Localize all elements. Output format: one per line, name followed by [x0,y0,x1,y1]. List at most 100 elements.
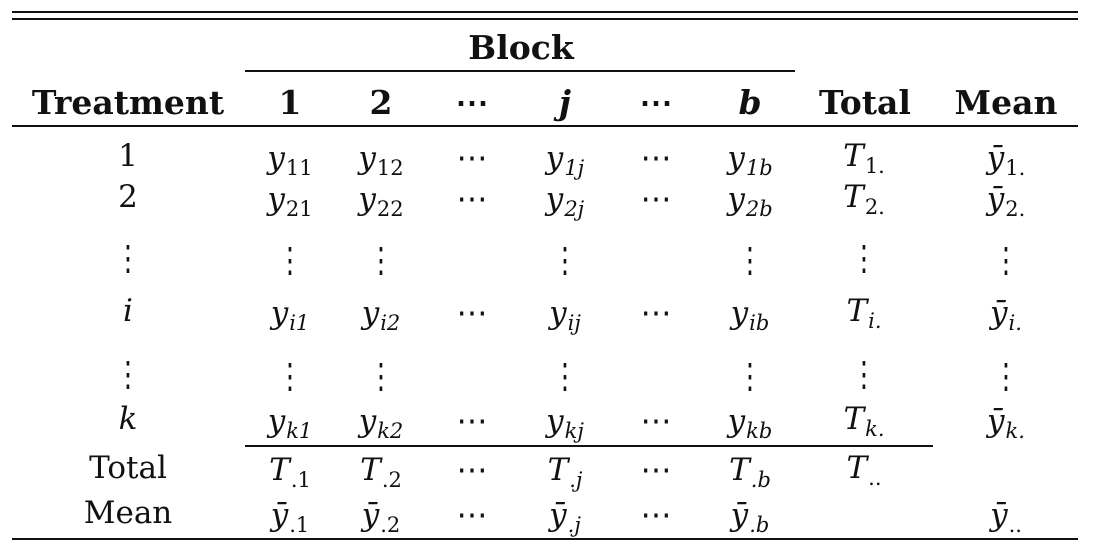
mean-cell: ȳk. [987,406,1025,442]
table-cell: ⋯ [457,406,488,437]
table-cell: y21 [267,184,312,220]
cell-subscript: kb [746,419,773,443]
cell-subscript: i1 [289,311,310,335]
treatment-label: Total [89,450,167,486]
table-cell: ⋮ [552,243,578,278]
cell-subscript: k. [865,417,885,441]
table-cell: ⋯ [641,455,672,486]
table-cell: T.2 [360,455,402,491]
mean-cell: ⋮ [993,359,1019,394]
cell-subscript: ib [749,311,770,335]
total-cell: T1. [843,141,885,177]
cell-symbol: ⋯ [456,403,488,439]
table-cell: T.b [729,455,771,491]
cell-subscript: .. [1008,513,1022,537]
treatment-label: k [118,401,138,437]
table-cell: y12 [358,143,403,179]
cell-subscript: 22 [376,197,404,221]
cell-symbol: ȳ [986,140,1005,176]
cell-symbol: ⋯ [640,403,672,439]
mean-header: Mean [954,83,1058,122]
table-cell: ȳ.j [549,500,581,536]
block-column-header: 2 [369,83,393,122]
table-cell: ȳ.1 [271,500,310,536]
vertical-dots: ⋮ [737,240,763,282]
cell-symbol: T [843,138,864,174]
cell-symbol: ȳ [270,497,289,533]
vertical-dots: ⋮ [368,240,394,282]
vertical-dots: ⋮ [115,238,141,280]
cell-symbol: T [846,293,868,329]
total-cell: ⋮ [851,238,877,280]
cell-subscript: ij [567,311,581,335]
vertical-dots: ⋮ [993,240,1019,282]
cell-subscript: .b [750,468,771,492]
table-cell: y2j [546,184,584,220]
table-cell: y1j [546,143,584,179]
cell-symbol: ȳ [990,295,1008,331]
table-cell: yk1 [268,406,313,442]
cell-symbol: y [358,140,376,176]
total-header: Total [819,83,911,122]
vertical-dots: ⋮ [277,240,303,282]
mean-cell: ȳ2. [987,184,1026,220]
treatment-label: 1 [118,138,138,174]
cell-subscript: 12 [376,156,404,180]
cell-subscript: 21 [285,197,313,221]
cell-symbol: ȳ [987,403,1005,439]
cell-symbol: T [547,452,569,488]
table-cell: ⋮ [552,359,578,394]
cell-subscript: 1. [1005,156,1026,180]
cell-subscript: 2j [564,197,585,221]
vertical-dots: ⋮ [851,238,877,280]
table-cell: y2b [727,184,772,220]
cell-subscript: .2 [381,468,402,492]
block-header: Block [468,28,574,67]
total-cell: ⋮ [851,357,877,392]
cell-subscript: .2 [380,513,401,537]
table-cell: ⋯ [641,406,672,437]
cell-subscript: i. [1008,311,1022,335]
treatment-label: 2 [118,179,138,215]
cell-subscript: k1 [286,419,313,443]
cell-symbol: ⋯ [456,295,488,331]
table-cell: ⋯ [641,298,672,329]
table-cell: yi2 [362,298,401,334]
treatment-label: ⋮ [115,357,141,392]
table-cell: y11 [267,143,312,179]
cell-symbol: ȳ [730,497,749,533]
table-cell: yi1 [271,298,310,334]
cell-symbol: ⋯ [456,497,488,533]
block-column-header: j [559,83,571,122]
bottom-rule [12,538,1078,540]
table-cell: y1b [727,143,772,179]
total-cell: Tk. [843,404,884,440]
cell-symbol: y [358,403,377,439]
cell-symbol: y [730,295,749,331]
cell-subscript: .j [567,513,581,537]
mean-cell: ȳ1. [987,143,1026,179]
cell-symbol: y [270,295,289,331]
block-column-header: ⋯ [639,83,673,122]
treatment-label: Mean [83,495,173,531]
table-cell: ⋮ [368,359,394,394]
mean-cell: ȳ.. [990,500,1022,536]
cell-subscript: 1j [564,156,585,180]
total-cell: Ti. [846,296,881,332]
table-cell: yij [549,298,581,334]
mean-cell: ⋮ [993,240,1019,282]
top-double-rule-lower [12,18,1078,20]
table-cell: ⋯ [641,184,672,215]
total-cell: T.. [846,453,881,489]
table-cell: ⋯ [641,143,672,174]
block-span-rule [245,70,795,72]
cell-symbol: T [360,452,381,488]
cell-symbol: T [843,401,865,437]
table-cell: ⋮ [737,359,763,394]
top-double-rule-upper [12,11,1078,13]
cell-symbol: ⋯ [456,181,488,217]
cell-symbol: y [727,140,745,176]
table-cell: ⋮ [277,240,303,282]
cell-symbol: y [361,295,380,331]
table-cell: ⋯ [457,143,488,174]
